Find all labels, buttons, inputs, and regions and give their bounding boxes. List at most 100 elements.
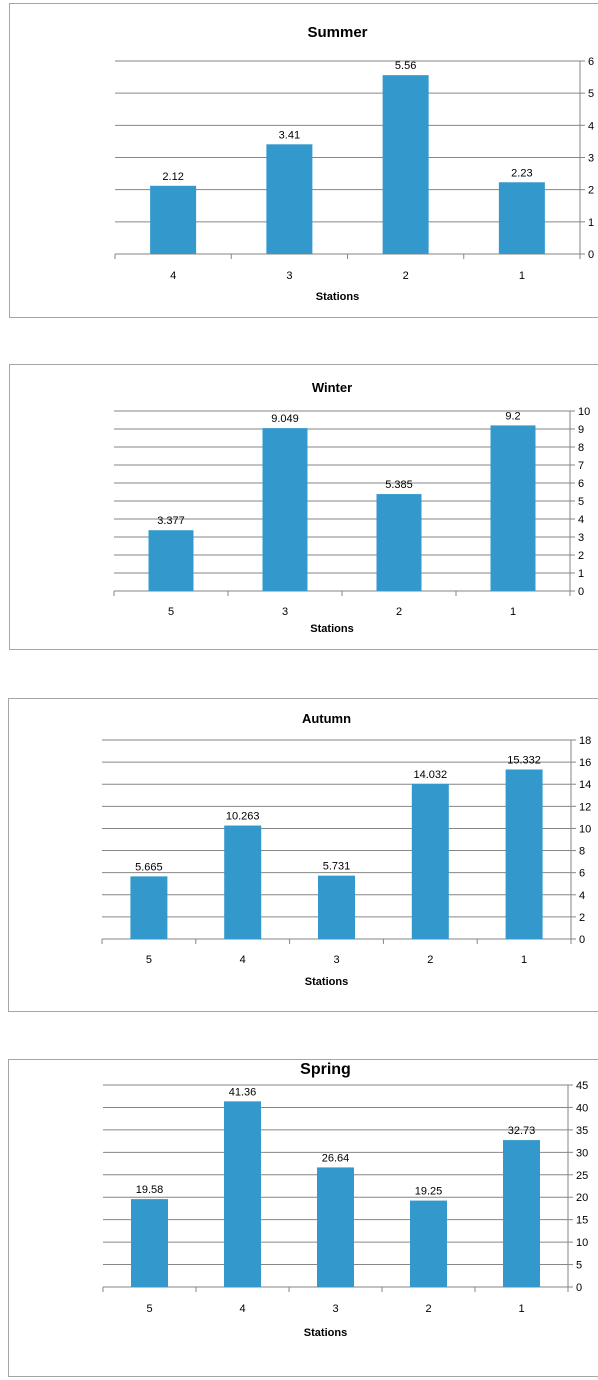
y-tick-label: 0 [576,1282,582,1294]
data-label: 15.332 [507,754,541,766]
x-tick-label: 2 [396,606,402,618]
y-tick-label: 3 [578,532,584,544]
bar [131,1199,168,1287]
x-tick-label: 5 [146,1303,152,1315]
bar [150,186,196,254]
x-tick-label: 5 [146,954,152,966]
x-tick-label: 3 [332,1303,338,1315]
data-label: 9.2 [505,410,520,422]
y-tick-label: 0 [578,586,584,598]
y-tick-label: 25 [576,1170,588,1182]
bar [503,1140,540,1287]
y-tick-label: 45 [576,1080,588,1092]
y-tick-label: 2 [579,912,585,924]
y-tick-label: 10 [578,406,590,418]
x-tick-label: 1 [510,606,516,618]
bar [263,428,308,591]
y-tick-label: 14 [579,779,591,791]
y-tick-label: 8 [579,846,585,858]
summer-chart-panel: 0 1 2 3 4 5 6 2.12 4 3.41 3 5.56 2 2.23 1 Summer Station… [9,3,598,318]
data-label: 10.263 [226,811,260,823]
bar [377,494,422,591]
x-axis-title: Stations [304,1327,347,1339]
y-tick-label: 5 [588,88,594,100]
y-tick-label: 20 [576,1192,588,1204]
spring-chart-panel: 0 5 10 15 20 25 30 35 40 45 19.58 5 41.36 4 26.64 3 19.2… [8,1059,598,1377]
x-tick-label: 4 [240,954,246,966]
data-label: 41.36 [229,1086,257,1098]
x-tick-label: 5 [168,606,174,618]
data-label: 14.032 [413,769,447,781]
data-label: 3.377 [157,515,185,527]
bar [266,144,312,254]
y-tick-label: 30 [576,1147,588,1159]
chart-title: Spring [300,1061,351,1078]
data-label: 2.23 [511,167,532,179]
chart-title: Summer [307,24,367,41]
bar [149,530,194,591]
y-tick-label: 8 [578,442,584,454]
x-tick-label: 2 [403,270,409,282]
bar [317,1167,354,1287]
x-tick-label: 1 [521,954,527,966]
x-tick-label: 1 [518,1303,524,1315]
y-tick-label: 9 [578,424,584,436]
x-tick-label: 4 [239,1303,245,1315]
bar [318,876,355,939]
y-tick-label: 6 [578,478,584,490]
x-axis-title: Stations [310,623,353,635]
y-tick-label: 5 [578,496,584,508]
data-label: 19.25 [415,1186,443,1198]
y-tick-label: 6 [588,56,594,68]
bar [224,1101,261,1287]
bar [224,826,261,939]
chart-svg: 0 1 2 3 4 5 6 7 8 9 10 3.377 5 9.049 3 5.385 2 9.2 1 Winter… [10,365,598,651]
bar [499,182,545,254]
y-tick-label: 18 [579,735,591,747]
x-tick-label: 3 [333,954,339,966]
data-label: 5.731 [323,861,351,873]
x-tick-label: 1 [519,270,525,282]
autumn-chart-panel: 0 2 4 6 8 10 12 14 16 18 5.665 5 10.263 4 5.731 3 14.032… [8,698,598,1012]
x-tick-label: 2 [425,1303,431,1315]
chart-svg: 0 2 4 6 8 10 12 14 16 18 5.665 5 10.263 4 5.731 3 14.032… [9,699,598,1013]
y-tick-label: 5 [576,1260,582,1272]
y-tick-label: 12 [579,801,591,813]
y-tick-label: 40 [576,1102,588,1114]
winter-chart-panel: 0 1 2 3 4 5 6 7 8 9 10 3.377 5 9.049 3 5.385 2 9.2 1 Winter… [9,364,598,650]
y-tick-label: 2 [578,550,584,562]
y-tick-label: 1 [578,568,584,580]
y-tick-label: 4 [588,120,594,132]
data-label: 5.56 [395,60,416,72]
bar [412,784,449,939]
y-tick-label: 0 [579,934,585,946]
y-tick-label: 10 [579,823,591,835]
y-tick-label: 4 [579,890,585,902]
chart-svg: 0 1 2 3 4 5 6 2.12 4 3.41 3 5.56 2 2.23 1 Summer Station… [10,4,598,319]
y-tick-label: 15 [576,1215,588,1227]
x-tick-label: 4 [170,270,176,282]
data-label: 3.41 [279,129,300,141]
y-tick-label: 4 [578,514,584,526]
y-tick-label: 6 [579,868,585,880]
chart-title: Autumn [302,711,351,726]
y-tick-label: 7 [578,460,584,472]
data-label: 9.049 [271,413,299,425]
x-tick-label: 3 [286,270,292,282]
data-label: 32.73 [508,1125,536,1137]
y-tick-label: 16 [579,757,591,769]
y-tick-label: 10 [576,1237,588,1249]
chart-svg: 0 5 10 15 20 25 30 35 40 45 19.58 5 41.36 4 26.64 3 19.2… [9,1060,598,1378]
bar [410,1201,447,1287]
x-axis-title: Stations [305,976,348,988]
y-tick-label: 35 [576,1125,588,1137]
chart-title: Winter [312,380,352,395]
data-label: 2.12 [162,171,183,183]
data-label: 26.64 [322,1152,350,1164]
y-tick-label: 2 [588,185,594,197]
bar [506,769,543,939]
data-label: 5.665 [135,861,163,873]
bar [491,425,536,591]
bar [130,876,167,939]
x-tick-label: 3 [282,606,288,618]
